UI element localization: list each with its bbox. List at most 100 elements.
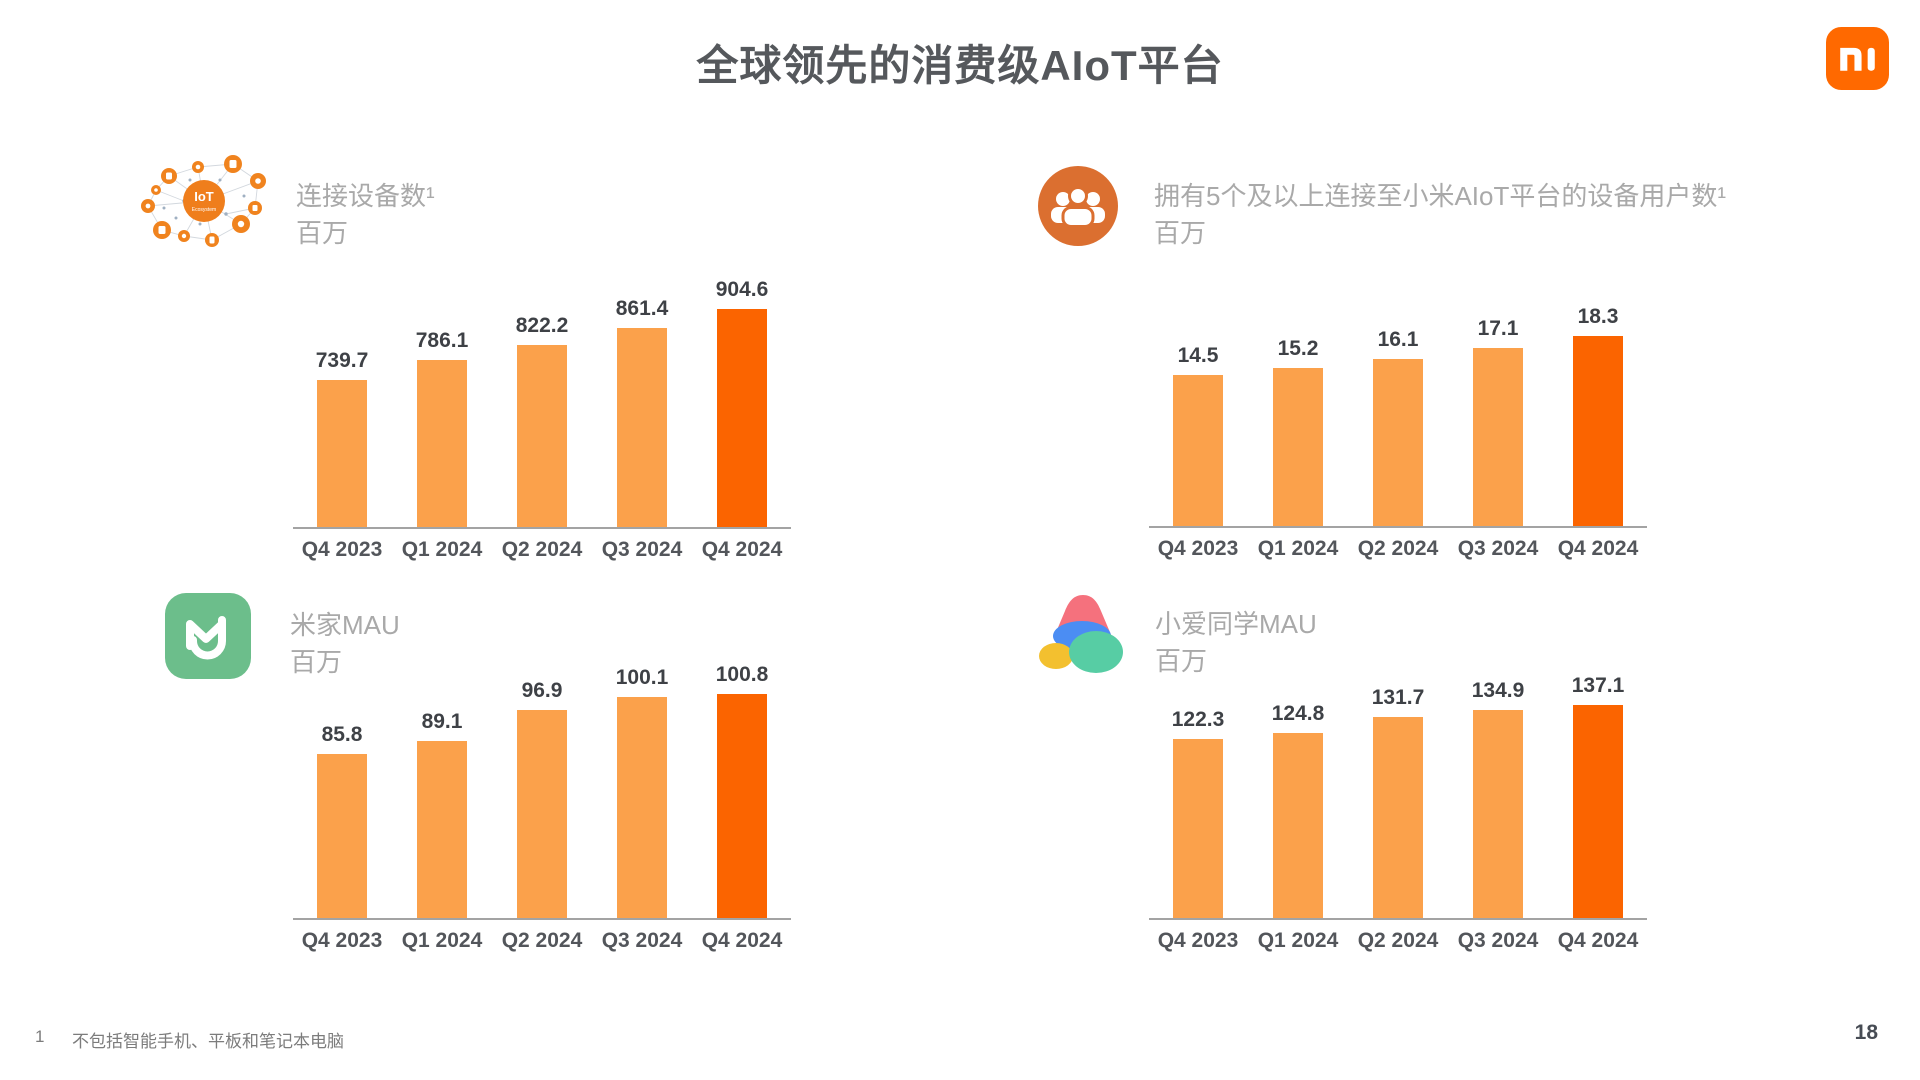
plot-area: 85.8 89.1 96.9 100.1 100.8: [293, 663, 791, 920]
bar: [717, 309, 767, 527]
bar-value-label: 122.3: [1171, 708, 1225, 732]
bar: [617, 327, 667, 527]
bar-value-label: 89.1: [421, 709, 463, 733]
x-axis-labels: Q4 2023 Q1 2024 Q2 2024 Q3 2024 Q4 2024: [293, 929, 791, 953]
bar-column: 861.4: [616, 297, 668, 527]
bar-value-label: 822.2: [515, 313, 569, 337]
plot-area: 739.7 786.1 822.2 861.4 904.6: [293, 278, 791, 529]
bar: [517, 709, 567, 918]
plot-area: 14.5 15.2 16.1 17.1 18.3: [1149, 305, 1647, 528]
bar: [717, 694, 767, 918]
bar-column: 822.2: [515, 309, 569, 527]
bar-column: 124.8: [1271, 702, 1325, 918]
chart-title: 拥有5个及以上连接至小米AIoT平台的设备用户数¹: [1154, 181, 1727, 211]
chart-unit: 百万: [1155, 646, 1208, 676]
x-axis-tick: Q4 2023: [1157, 929, 1239, 952]
bar: [1573, 336, 1623, 526]
bar-value-label: 17.1: [1477, 317, 1519, 341]
xiaoai-icon: [1039, 595, 1123, 673]
x-axis-tick: Q4 2024: [1557, 929, 1639, 952]
bar-value-label: 15.2: [1277, 337, 1319, 361]
bar-column: 17.1: [1473, 317, 1523, 526]
bar-value-label: 739.7: [315, 349, 369, 373]
bar-column: 14.5: [1173, 336, 1223, 526]
x-axis-tick: Q2 2024: [501, 929, 583, 952]
bar: [1373, 358, 1423, 526]
bar-chart-mihome-mau: 85.8 89.1 96.9 100.1 100.8 Q4 2023 Q1 2024 Q2 …: [293, 663, 791, 953]
bar-column: 18.3: [1573, 305, 1623, 526]
bar: [1173, 375, 1223, 526]
page-title: 全球领先的消费级AIoT平台: [696, 42, 1224, 89]
bar-chart-connected-devices: 739.7 786.1 822.2 861.4 904.6 Q4 2023 Q1 2024…: [293, 278, 791, 562]
footnote-marker: 1: [35, 1027, 45, 1046]
page-number: 18: [1854, 1021, 1878, 1044]
bar: [517, 344, 567, 527]
x-axis-tick: Q3 2024: [601, 929, 683, 952]
bar-column: 100.8: [716, 663, 768, 918]
bar: [1473, 710, 1523, 918]
bar: [417, 740, 467, 918]
bar-column: 786.1: [415, 309, 469, 527]
x-axis-tick: Q1 2024: [1257, 929, 1339, 952]
bar-value-label: 124.8: [1271, 702, 1325, 726]
x-axis-labels: Q4 2023 Q1 2024 Q2 2024 Q3 2024 Q4 2024: [1149, 929, 1647, 953]
bar: [1273, 368, 1323, 526]
x-axis-tick: Q4 2024: [1557, 537, 1639, 560]
bar-value-label: 134.9: [1471, 679, 1525, 703]
footnote-text: 不包括智能手机、平板和笔记本电脑: [72, 1032, 344, 1051]
bar: [1473, 348, 1523, 526]
bar-column: 100.1: [616, 666, 668, 918]
bar-value-label: 100.8: [715, 663, 769, 686]
bar-value-label: 904.6: [715, 278, 769, 301]
panel-header-connected-devices: IoT Ecosystem 连接设备数¹ 百万: [140, 150, 435, 254]
bar-column: 904.6: [716, 278, 768, 527]
bar: [317, 380, 367, 527]
bar-column: 16.1: [1373, 328, 1423, 526]
x-axis-tick: Q3 2024: [1457, 537, 1539, 560]
bar-column: 89.1: [417, 694, 467, 918]
chart-unit: 百万: [296, 218, 349, 248]
panel-header-xiaoai-mau: 小爱同学MAU 百万: [1035, 590, 1317, 682]
bar-column: 96.9: [517, 679, 567, 918]
bar-column: 15.2: [1273, 336, 1323, 526]
footnote: 1 不包括智能手机、平板和笔记本电脑: [35, 1027, 344, 1052]
bar-column: 131.7: [1372, 686, 1424, 918]
bar: [1173, 739, 1223, 918]
bar: [617, 696, 667, 918]
bar-value-label: 16.1: [1377, 327, 1419, 351]
bar-column: 137.1: [1572, 674, 1624, 918]
bar: [1573, 705, 1623, 918]
x-axis-labels: Q4 2023 Q1 2024 Q2 2024 Q3 2024 Q4 2024: [293, 538, 791, 562]
bar-value-label: 14.5: [1177, 344, 1219, 368]
bar-value-label: 96.9: [521, 678, 563, 702]
x-axis-tick: Q4 2024: [701, 538, 783, 561]
mihome-icon: [165, 593, 251, 679]
bar-value-label: 137.1: [1571, 674, 1625, 697]
x-axis-tick: Q3 2024: [601, 538, 683, 561]
bar-value-label: 85.8: [321, 723, 363, 747]
bar: [1273, 733, 1323, 918]
svg-text:Ecosystem: Ecosystem: [192, 207, 216, 213]
x-axis-labels: Q4 2023 Q1 2024 Q2 2024 Q3 2024 Q4 2024: [1149, 537, 1647, 561]
x-axis-tick: Q4 2024: [701, 929, 783, 952]
x-axis-tick: Q4 2023: [301, 929, 383, 952]
x-axis-tick: Q2 2024: [501, 538, 583, 561]
panel-header-mihome-mau: 米家MAU 百万: [165, 593, 400, 681]
bar-column: 85.8: [317, 694, 367, 918]
bar-chart-aiot-users: 14.5 15.2 16.1 17.1 18.3 Q4 2023 Q1 2024 Q2 20…: [1149, 305, 1647, 561]
users-group-icon: [1038, 166, 1118, 246]
bar-value-label: 786.1: [415, 329, 469, 353]
bar-value-label: 18.3: [1577, 305, 1619, 328]
bar: [417, 360, 467, 527]
bar-column: 134.9: [1472, 679, 1524, 918]
bar-column: 739.7: [315, 309, 369, 527]
chart-unit: 百万: [1154, 218, 1207, 248]
chart-title: 小爱同学MAU: [1155, 609, 1317, 639]
x-axis-tick: Q1 2024: [401, 538, 483, 561]
plot-area: 122.3 124.8 131.7 134.9 137.1: [1149, 674, 1647, 920]
xiaomi-mi-logo-icon: [1826, 27, 1889, 90]
bar: [317, 754, 367, 918]
chart-title: 米家MAU: [290, 610, 400, 640]
x-axis-tick: Q1 2024: [401, 929, 483, 952]
